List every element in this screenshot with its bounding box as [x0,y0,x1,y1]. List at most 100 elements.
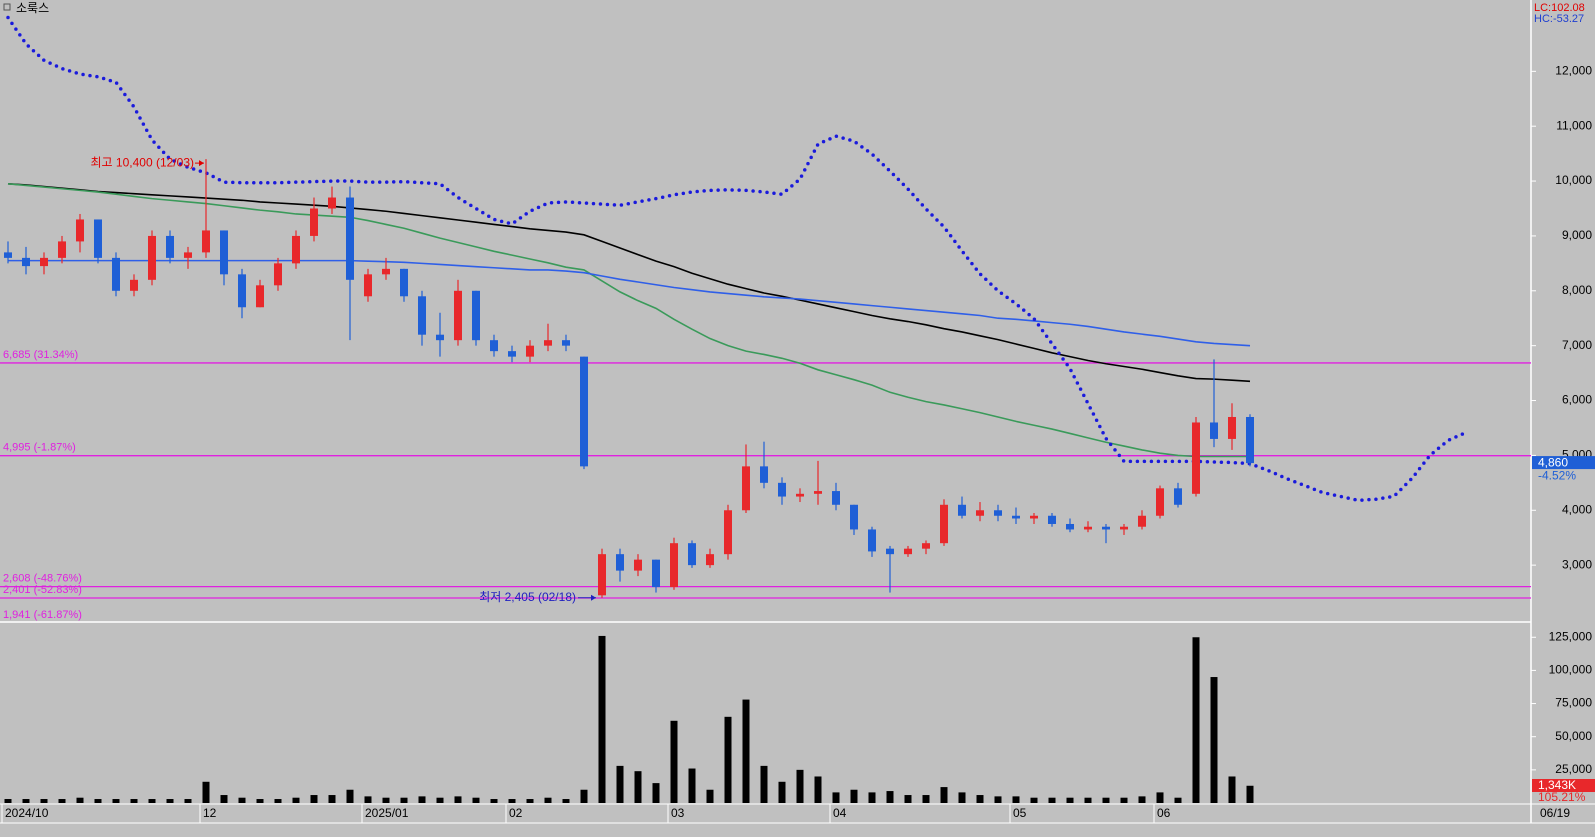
candle-body [112,257,120,291]
last-change: -4.52% [1538,468,1576,482]
last-price-badge [1532,456,1595,470]
candle-body [274,263,282,286]
candle-body [220,230,228,275]
candle-body [724,510,732,555]
volume-bar [1156,792,1164,803]
volume-bar [940,787,948,803]
y-tick-label: 11,000 [1556,118,1592,132]
candle-body [1192,422,1200,494]
last-price-label: 4,860 [1538,455,1568,469]
candle-body [1030,515,1038,519]
candle-body [706,554,714,566]
volume-panel [4,635,1254,803]
candle-body [670,543,678,588]
level-label: 4,995 (-1.87%) [3,442,76,454]
title-icon[interactable] [3,3,11,11]
volume-bar [418,796,426,803]
candle-body [634,559,642,571]
x-tick-label: 06 [1157,806,1171,820]
volume-bar [1246,785,1254,803]
candle-body [1120,526,1128,530]
level-label: 2,401 (-52.83%) [3,584,82,596]
candle-body [1048,515,1056,524]
candle-body [1084,526,1092,530]
volume-bar [994,796,1002,803]
volume-tick-label: 125,000 [1549,629,1593,643]
volume-bar [1228,776,1236,803]
candle-body [958,504,966,516]
y-tick-label: 9,000 [1562,228,1592,242]
candle-body [310,208,318,236]
low-annotation: 최저 2,405 (02/18) [479,590,576,604]
candle-body [562,340,570,346]
candle-body [1174,488,1182,505]
level-label: 6,685 (31.34%) [3,349,78,361]
candle-body [130,279,138,291]
candle-body [886,548,894,555]
volume-bar [544,797,552,803]
volume-bar [94,799,102,803]
candle-body [4,252,12,258]
volume-bar [202,781,210,803]
y-tick-label: 12,000 [1555,63,1592,77]
volume-bar [850,789,858,803]
volume-bar [1102,797,1110,803]
volume-bar [184,799,192,803]
volume-bar [238,797,246,803]
volume-bar [688,768,696,803]
moving-average [7,183,1251,383]
candle-body [1228,416,1236,439]
volume-bar [58,799,66,803]
candle-body [1138,515,1146,527]
y-tick-label: 10,000 [1555,173,1592,187]
volume-bar [490,799,498,803]
candle-body [976,510,984,516]
volume-bar [454,796,462,803]
volume-bar [166,799,174,803]
volume-bar [76,797,84,803]
volume-bar [1174,797,1182,803]
candle-body [436,334,444,341]
volume-bar [778,781,786,803]
candle-body [1102,526,1110,530]
volume-bar [382,797,390,803]
candle-body [166,235,174,258]
candle-body [904,548,912,555]
candle-body [994,510,1002,516]
level-label: 2,608 (-48.76%) [3,573,82,585]
volume-bar [1048,797,1056,803]
volume-bar [472,797,480,803]
end-date: 06/19 [1540,806,1570,820]
volume-bar [1084,797,1092,803]
volume-bar [904,795,912,803]
level-label: 1,941 (-61.87%) [3,609,82,621]
volume-bar [1066,797,1074,803]
x-tick-label: 03 [671,806,685,820]
volume-bar [148,799,156,803]
candle-body [832,491,840,505]
volume-bar [436,797,444,803]
volume-bar [562,799,570,803]
volume-bar [130,799,138,803]
volume-bar [958,792,966,803]
chart-title: 소룩스 [16,1,49,15]
volume-bar [868,792,876,803]
volume-bar [508,799,516,803]
candle-body [22,257,30,267]
volume-badge-bg [1532,779,1595,792]
candle-body [184,252,192,258]
volume-bar [760,765,768,803]
x-tick-label: 12 [203,806,217,820]
candle-body [58,241,66,258]
candle-body [292,235,300,264]
volume-bar [22,799,30,803]
volume-bar [832,792,840,803]
candle-body [796,493,804,497]
candle-body [382,268,390,275]
low-arrowhead [591,594,596,601]
x-tick-label: 04 [833,806,847,820]
candle-body [1012,515,1020,519]
volume-bar [634,771,642,803]
candle-body [1246,416,1254,464]
